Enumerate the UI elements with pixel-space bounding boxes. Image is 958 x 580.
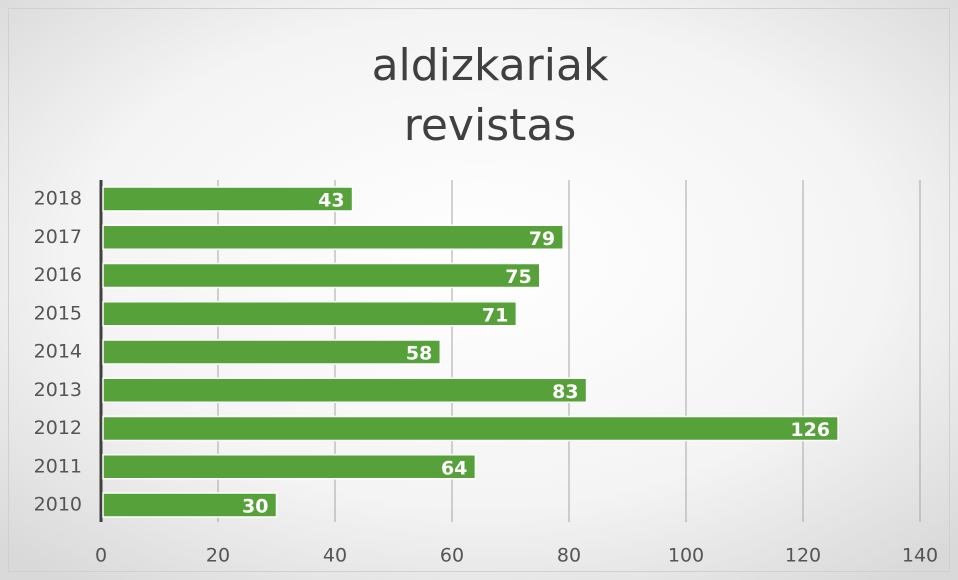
- x-tick-label: 60: [440, 545, 464, 567]
- chart-title: revistas: [404, 100, 577, 151]
- bar: [102, 415, 839, 442]
- y-tick-label: 2012: [34, 417, 82, 439]
- bar: [102, 224, 564, 250]
- bar: [102, 301, 518, 327]
- y-tick-label: 2013: [34, 379, 82, 401]
- x-tick-label: 20: [206, 545, 230, 567]
- frame: [8, 8, 950, 572]
- y-tick-label: 2015: [34, 302, 82, 324]
- value-label: 79: [529, 228, 555, 250]
- value-label: 75: [505, 266, 531, 288]
- y-tick-label: 2017: [34, 226, 82, 248]
- value-label: 58: [406, 343, 432, 365]
- value-label: 30: [242, 496, 268, 518]
- x-tick-label: 140: [902, 545, 938, 567]
- y-tick-label: 2018: [34, 188, 82, 210]
- y-tick-label: 2011: [34, 455, 82, 477]
- chart-title: aldizkariak: [372, 40, 609, 91]
- value-label: 64: [441, 457, 467, 479]
- x-tick-label: 0: [95, 545, 107, 567]
- value-label: 71: [482, 304, 508, 326]
- x-tick-label: 80: [557, 545, 581, 567]
- value-label: 126: [790, 419, 830, 441]
- value-label: 43: [318, 190, 344, 212]
- bar: [102, 262, 541, 289]
- bar: [102, 492, 278, 518]
- bar: [102, 339, 442, 365]
- bar: [102, 454, 477, 480]
- bar: [102, 186, 354, 212]
- y-tick-label: 2010: [34, 494, 82, 516]
- bar: [102, 377, 588, 403]
- x-tick-label: 120: [785, 545, 821, 567]
- y-tick-label: 2014: [34, 341, 82, 363]
- x-tick-label: 100: [668, 545, 704, 567]
- x-tick-label: 40: [323, 545, 347, 567]
- value-label: 83: [552, 381, 578, 403]
- y-tick-label: 2016: [34, 264, 82, 286]
